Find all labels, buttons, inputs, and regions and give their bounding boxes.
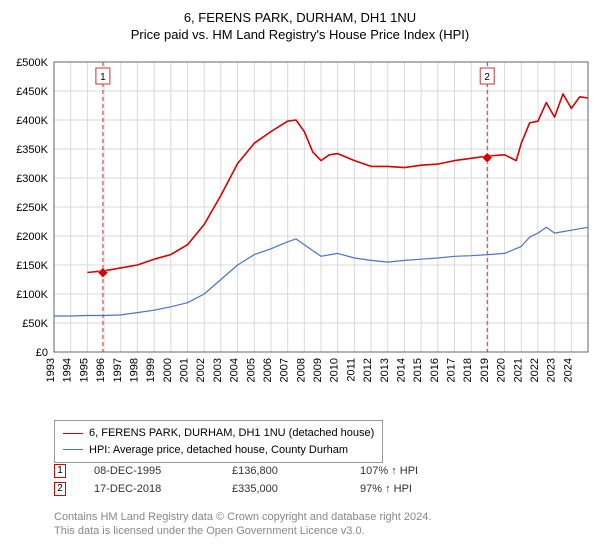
svg-text:£50K: £50K — [22, 318, 48, 330]
legend: 6, FERENS PARK, DURHAM, DH1 1NU (detache… — [54, 420, 383, 463]
sale-price: £335,000 — [232, 483, 332, 495]
svg-text:£300K: £300K — [16, 173, 48, 185]
svg-text:2015: 2015 — [412, 358, 424, 382]
footer-text: Contains HM Land Registry data © Crown c… — [54, 510, 431, 539]
svg-text:2010: 2010 — [329, 358, 341, 382]
legend-item: HPI: Average price, detached house, Coun… — [63, 442, 374, 459]
svg-text:£500K: £500K — [16, 57, 48, 69]
legend-swatch — [63, 433, 83, 434]
svg-text:2009: 2009 — [312, 358, 324, 382]
svg-text:2016: 2016 — [429, 358, 441, 382]
svg-text:2017: 2017 — [446, 358, 458, 382]
sales-table: 1 08-DEC-1995 £136,800 107% ↑ HPI 2 17-DEC-20… — [54, 464, 418, 500]
svg-text:2000: 2000 — [162, 358, 174, 382]
footer-line-2: This data is licensed under the Open Gov… — [54, 524, 431, 538]
sale-date: 08-DEC-1995 — [94, 465, 204, 477]
sale-marker-icon: 1 — [54, 464, 66, 478]
svg-text:£150K: £150K — [16, 260, 48, 272]
svg-text:2023: 2023 — [546, 358, 558, 382]
svg-text:2: 2 — [484, 72, 490, 83]
svg-text:2008: 2008 — [295, 358, 307, 382]
svg-text:2007: 2007 — [279, 358, 291, 382]
svg-text:2001: 2001 — [179, 358, 191, 382]
svg-text:2002: 2002 — [195, 358, 207, 382]
svg-text:1995: 1995 — [78, 358, 90, 382]
svg-text:£400K: £400K — [16, 115, 48, 127]
sale-vs-hpi: 107% ↑ HPI — [360, 465, 418, 477]
svg-text:1: 1 — [100, 72, 106, 83]
svg-text:2005: 2005 — [245, 358, 257, 382]
svg-text:2018: 2018 — [462, 358, 474, 382]
footer-line-1: Contains HM Land Registry data © Crown c… — [54, 510, 431, 524]
sale-row: 1 08-DEC-1995 £136,800 107% ↑ HPI — [54, 464, 418, 478]
svg-text:£200K: £200K — [16, 231, 48, 243]
legend-item: 6, FERENS PARK, DURHAM, DH1 1NU (detache… — [63, 425, 374, 442]
svg-text:£350K: £350K — [16, 144, 48, 156]
svg-text:2004: 2004 — [229, 358, 241, 382]
svg-text:£250K: £250K — [16, 202, 48, 214]
legend-label: HPI: Average price, detached house, Coun… — [89, 442, 348, 459]
svg-text:1994: 1994 — [62, 358, 74, 382]
svg-text:2020: 2020 — [496, 358, 508, 382]
svg-text:2022: 2022 — [529, 358, 541, 382]
line-chart: £0 £50K £100K £150K £200K £250K £300K £350K £400… — [0, 16, 600, 386]
svg-text:1999: 1999 — [145, 358, 157, 382]
svg-text:1996: 1996 — [95, 358, 107, 382]
svg-text:1997: 1997 — [112, 358, 124, 382]
legend-label: 6, FERENS PARK, DURHAM, DH1 1NU (detache… — [89, 425, 374, 442]
sale-marker-icon: 2 — [54, 482, 66, 496]
svg-text:£100K: £100K — [16, 289, 48, 301]
svg-text:2024: 2024 — [562, 358, 574, 382]
svg-text:2006: 2006 — [262, 358, 274, 382]
svg-text:2003: 2003 — [212, 358, 224, 382]
svg-text:2012: 2012 — [362, 358, 374, 382]
sale-row: 2 17-DEC-2018 £335,000 97% ↑ HPI — [54, 482, 418, 496]
legend-swatch — [63, 449, 83, 450]
svg-text:2019: 2019 — [479, 358, 491, 382]
svg-text:£0: £0 — [36, 347, 48, 359]
chart-container: { "title": "6, FERENS PARK, DURHAM, DH1 … — [0, 0, 600, 560]
svg-text:2011: 2011 — [345, 358, 357, 382]
sale-price: £136,800 — [232, 465, 332, 477]
svg-text:2014: 2014 — [395, 358, 407, 382]
svg-text:1998: 1998 — [128, 358, 140, 382]
sale-date: 17-DEC-2018 — [94, 483, 204, 495]
svg-text:2013: 2013 — [379, 358, 391, 382]
svg-text:2021: 2021 — [512, 358, 524, 382]
svg-text:1993: 1993 — [45, 358, 57, 382]
sale-vs-hpi: 97% ↑ HPI — [360, 483, 412, 495]
svg-text:£450K: £450K — [16, 86, 48, 98]
